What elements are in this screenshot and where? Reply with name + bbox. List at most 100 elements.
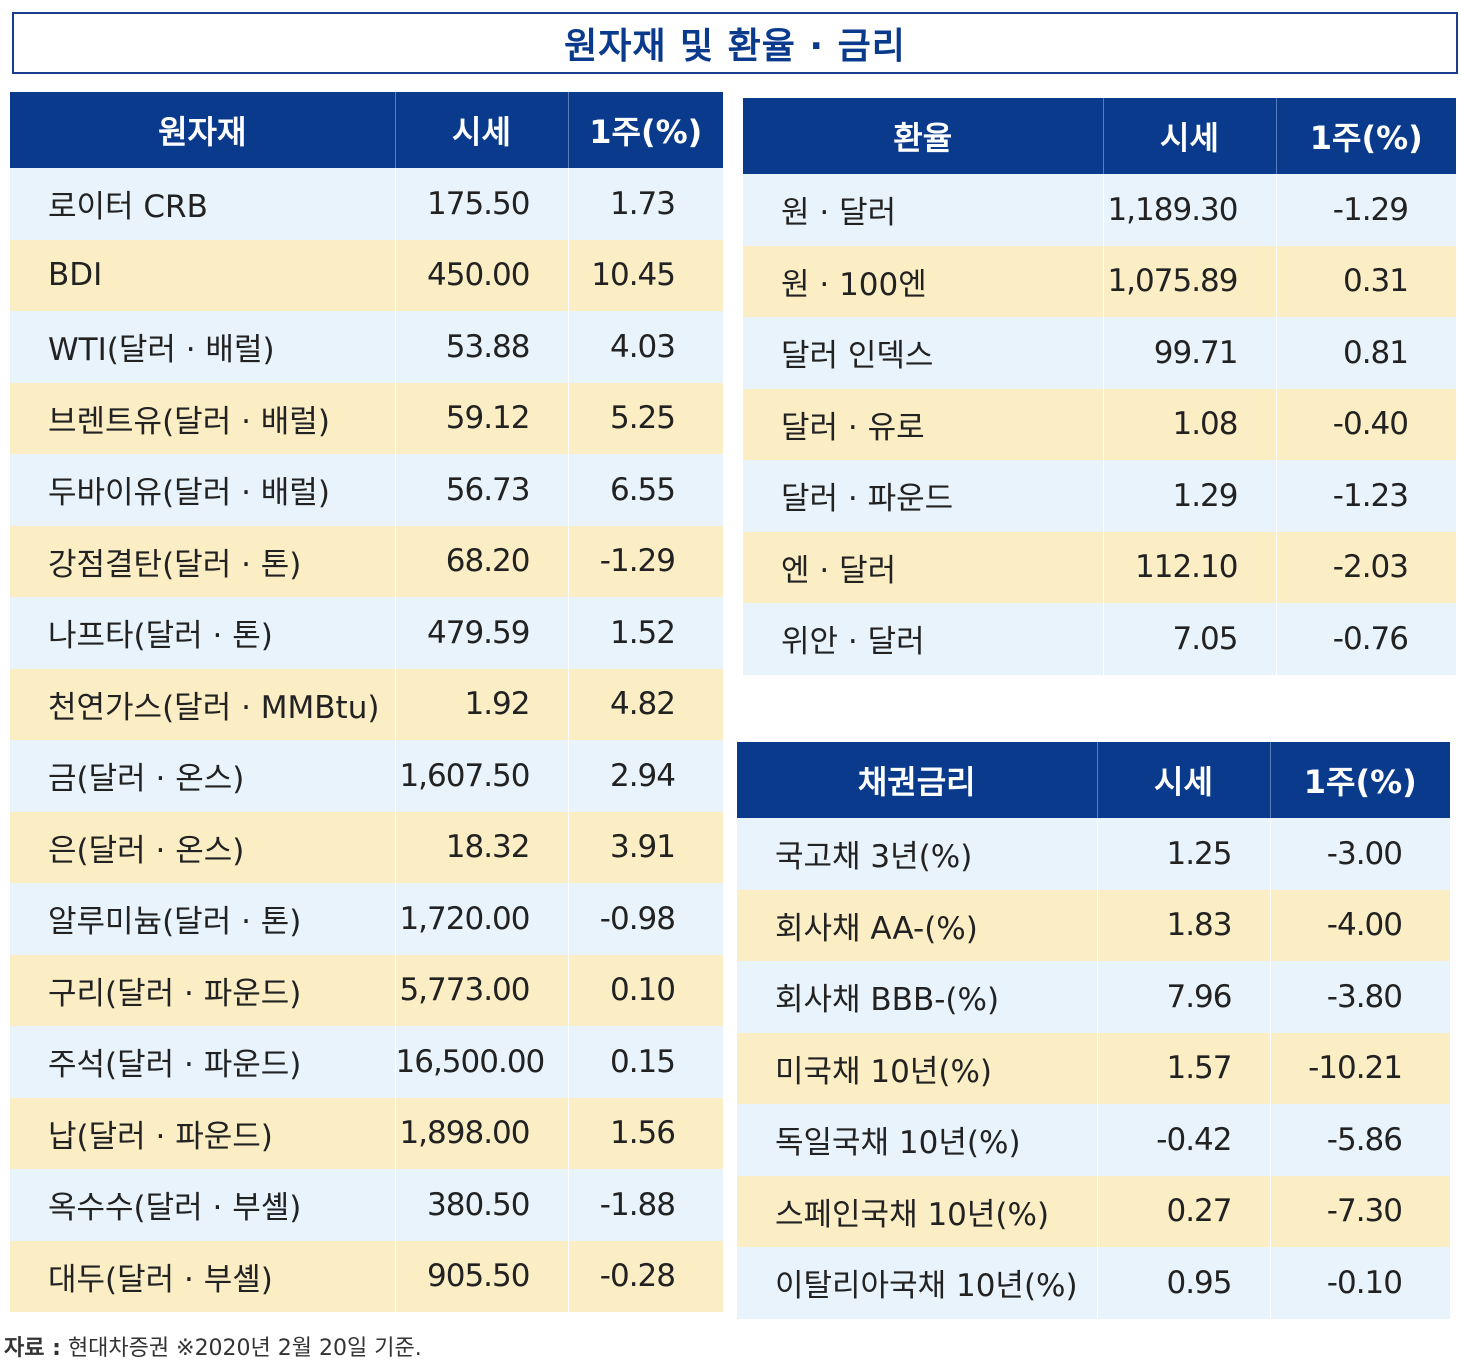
bonds-header-row: 채권금리 시세 1주(%) [737, 742, 1450, 818]
commodities-cell-price: 16,500.00 [395, 1026, 569, 1098]
bonds-cell-name: 미국채 10년(%) [737, 1032, 1098, 1104]
bonds-cell-name: 독일국채 10년(%) [737, 1104, 1098, 1176]
exchange-cell-change: 0.81 [1276, 317, 1456, 389]
commodities-cell-change: 0.15 [568, 1026, 723, 1098]
commodities-cell-change: -0.98 [568, 883, 723, 955]
commodities-cell-name: 브렌트유(달러 · 배럴) [10, 382, 396, 454]
bonds-cell-name: 회사채 BBB-(%) [737, 961, 1098, 1033]
commodities-cell-change: 4.03 [568, 311, 723, 383]
commodities-row: 두바이유(달러 · 배럴) 56.73 6.55 [10, 454, 723, 526]
commodities-row: 주석(달러 · 파운드) 16,500.00 0.15 [10, 1026, 723, 1098]
commodities-row: 천연가스(달러 · MMBtu) 1.92 4.82 [10, 668, 723, 740]
exchange-cell-name: 원 · 100엔 [743, 245, 1104, 317]
exchange-cell-change: -0.76 [1276, 603, 1456, 675]
bonds-cell-change: -3.80 [1270, 961, 1450, 1033]
bonds-row: 국고채 3년(%) 1.25 -3.00 [737, 818, 1450, 890]
exchange-cell-change: -2.03 [1276, 531, 1456, 603]
exchange-cell-change: -1.23 [1276, 460, 1456, 532]
commodities-cell-price: 450.00 [395, 239, 569, 311]
exchange-cell-price: 1.29 [1103, 460, 1277, 532]
exchange-row: 위안 · 달러 7.05 -0.76 [743, 603, 1456, 675]
bonds-cell-change: -4.00 [1270, 889, 1450, 961]
commodities-row: 브렌트유(달러 · 배럴) 59.12 5.25 [10, 382, 723, 454]
commodities-cell-change: -1.29 [568, 525, 723, 597]
commodities-cell-price: 53.88 [395, 311, 569, 383]
source-note: 자료 : 현대차증권 ※2020년 2월 20일 기준. [4, 1330, 422, 1362]
bonds-cell-change: -5.86 [1270, 1104, 1450, 1176]
exchange-cell-name: 달러 · 유로 [743, 388, 1104, 460]
exchange-cell-price: 1,189.30 [1103, 174, 1277, 246]
exchange-row: 달러 · 유로 1.08 -0.40 [743, 388, 1456, 460]
bonds-header-name: 채권금리 [737, 742, 1098, 818]
exchange-cell-name: 위안 · 달러 [743, 603, 1104, 675]
commodities-row: BDI 450.00 10.45 [10, 239, 723, 311]
commodities-cell-price: 5,773.00 [395, 954, 569, 1026]
exchange-cell-name: 원 · 달러 [743, 174, 1104, 246]
bonds-table: 채권금리 시세 1주(%) 국고채 3년(%) 1.25 -3.00 회사채 AA-(… [737, 742, 1450, 1319]
commodities-cell-change: -0.28 [568, 1240, 723, 1312]
commodities-cell-name: 구리(달러 · 파운드) [10, 954, 396, 1026]
bonds-row: 회사채 BBB-(%) 7.96 -3.80 [737, 961, 1450, 1033]
commodities-cell-name: 금(달러 · 온스) [10, 740, 396, 812]
exchange-cell-price: 1.08 [1103, 388, 1277, 460]
exchange-row: 엔 · 달러 112.10 -2.03 [743, 531, 1456, 603]
bonds-cell-price: 1.57 [1097, 1032, 1271, 1104]
commodities-cell-change: 5.25 [568, 382, 723, 454]
commodities-cell-price: 1.92 [395, 668, 569, 740]
commodities-cell-price: 18.32 [395, 811, 569, 883]
commodities-cell-price: 175.50 [395, 168, 569, 240]
commodities-row: 나프타(달러 · 톤) 479.59 1.52 [10, 597, 723, 669]
commodities-row: 강점결탄(달러 · 톤) 68.20 -1.29 [10, 525, 723, 597]
commodities-cell-name: 옥수수(달러 · 부셸) [10, 1169, 396, 1241]
bonds-cell-price: 1.25 [1097, 818, 1271, 890]
bonds-cell-price: 0.27 [1097, 1175, 1271, 1247]
exchange-header-price: 시세 [1103, 98, 1277, 174]
exchange-cell-price: 112.10 [1103, 531, 1277, 603]
commodities-row: 알루미늄(달러 · 톤) 1,720.00 -0.98 [10, 883, 723, 955]
exchange-header-change: 1주(%) [1276, 98, 1456, 174]
exchange-cell-change: -0.40 [1276, 388, 1456, 460]
source-text: 현대차증권 ※2020년 2월 20일 기준. [67, 1336, 422, 1361]
exchange-cell-name: 엔 · 달러 [743, 531, 1104, 603]
exchange-cell-change: 0.31 [1276, 245, 1456, 317]
commodities-row: WTI(달러 · 배럴) 53.88 4.03 [10, 311, 723, 383]
commodities-table: 원자재 시세 1주(%) 로이터 CRB 175.50 1.73 BDI 450.00 1… [10, 92, 723, 1312]
commodities-cell-change: -1.88 [568, 1169, 723, 1241]
commodities-cell-name: 은(달러 · 온스) [10, 811, 396, 883]
bonds-cell-name: 회사채 AA-(%) [737, 889, 1098, 961]
bonds-row: 이탈리아국채 10년(%) 0.95 -0.10 [737, 1247, 1450, 1319]
bonds-cell-change: -0.10 [1270, 1247, 1450, 1319]
commodities-cell-change: 1.73 [568, 168, 723, 240]
commodities-cell-price: 1,607.50 [395, 740, 569, 812]
exchange-cell-name: 달러 · 파운드 [743, 460, 1104, 532]
commodities-cell-price: 1,898.00 [395, 1097, 569, 1169]
exchange-cell-name: 달러 인덱스 [743, 317, 1104, 389]
exchange-row: 원 · 달러 1,189.30 -1.29 [743, 174, 1456, 246]
commodities-row: 구리(달러 · 파운드) 5,773.00 0.10 [10, 954, 723, 1026]
commodities-cell-price: 380.50 [395, 1169, 569, 1241]
commodities-row: 대두(달러 · 부셸) 905.50 -0.28 [10, 1240, 723, 1312]
bonds-row: 독일국채 10년(%) -0.42 -5.86 [737, 1104, 1450, 1176]
commodities-cell-change: 1.52 [568, 597, 723, 669]
bonds-cell-change: -7.30 [1270, 1175, 1450, 1247]
bonds-cell-name: 이탈리아국채 10년(%) [737, 1247, 1098, 1319]
commodities-cell-change: 1.56 [568, 1097, 723, 1169]
commodities-cell-name: 천연가스(달러 · MMBtu) [10, 668, 396, 740]
commodities-row: 금(달러 · 온스) 1,607.50 2.94 [10, 740, 723, 812]
commodities-header-row: 원자재 시세 1주(%) [10, 92, 723, 168]
commodities-cell-change: 2.94 [568, 740, 723, 812]
exchange-row: 달러 인덱스 99.71 0.81 [743, 317, 1456, 389]
commodities-cell-name: 납(달러 · 파운드) [10, 1097, 396, 1169]
bonds-cell-price: -0.42 [1097, 1104, 1271, 1176]
exchange-row: 달러 · 파운드 1.29 -1.23 [743, 460, 1456, 532]
exchange-table: 환율 시세 1주(%) 원 · 달러 1,189.30 -1.29 원 · 100엔 1… [743, 98, 1456, 675]
commodities-row: 납(달러 · 파운드) 1,898.00 1.56 [10, 1097, 723, 1169]
commodities-cell-price: 56.73 [395, 454, 569, 526]
bonds-row: 회사채 AA-(%) 1.83 -4.00 [737, 889, 1450, 961]
commodities-cell-name: 알루미늄(달러 · 톤) [10, 883, 396, 955]
commodities-cell-name: 두바이유(달러 · 배럴) [10, 454, 396, 526]
exchange-header-name: 환율 [743, 98, 1104, 174]
exchange-cell-change: -1.29 [1276, 174, 1456, 246]
bonds-cell-change: -3.00 [1270, 818, 1450, 890]
bonds-header-price: 시세 [1097, 742, 1271, 818]
